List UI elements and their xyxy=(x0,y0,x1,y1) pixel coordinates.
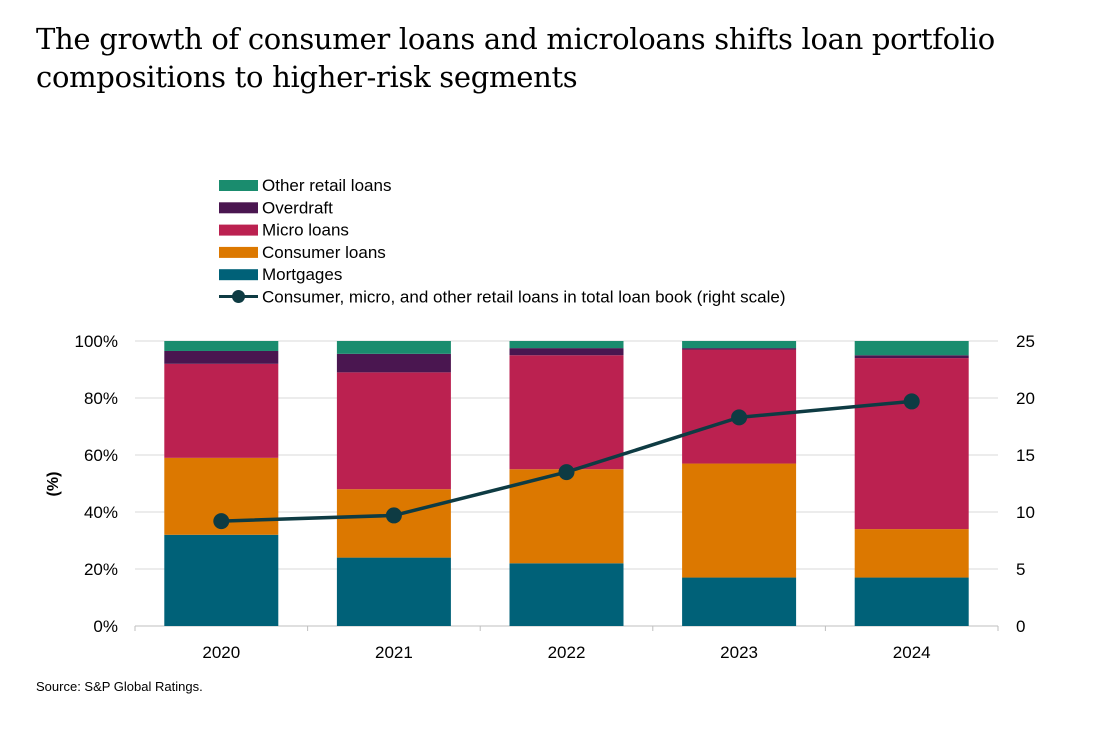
line-point xyxy=(213,513,230,530)
y2-tick-label: 0 xyxy=(1016,617,1025,636)
bar-segment-overdraft xyxy=(164,350,279,364)
bar-segment-consumer-loans xyxy=(509,469,624,564)
bar-segment-mortgages xyxy=(854,577,969,626)
y-tick-label: 0% xyxy=(93,617,118,636)
y2-tick-label: 10 xyxy=(1016,503,1035,522)
y-tick-label: 20% xyxy=(84,560,118,579)
x-tick-label: 2024 xyxy=(893,643,931,662)
bar-segment-overdraft xyxy=(682,348,797,350)
bar-segment-other-retail-loans xyxy=(509,341,624,349)
line-point xyxy=(903,393,920,410)
bar-segment-other-retail-loans xyxy=(336,341,451,354)
bar-segment-other-retail-loans xyxy=(164,341,279,351)
y-axis-label: (%) xyxy=(45,472,62,497)
x-tick-label: 2020 xyxy=(202,643,240,662)
chart-title: The growth of consumer loans and microlo… xyxy=(36,22,995,94)
line-point xyxy=(385,507,402,524)
legend-label: Other retail loans xyxy=(262,176,391,195)
line-point xyxy=(558,464,575,481)
legend-label: Micro loans xyxy=(262,221,349,240)
legend-label: Mortgages xyxy=(262,265,342,284)
x-tick-label: 2022 xyxy=(548,643,586,662)
bar-segment-micro-loans xyxy=(854,358,969,530)
bar-segment-mortgages xyxy=(164,534,279,626)
bars xyxy=(164,341,969,626)
bar-segment-consumer-loans xyxy=(854,529,969,578)
bar-segment-mortgages xyxy=(509,563,624,626)
legend-swatch xyxy=(219,202,258,214)
legend: Other retail loans Overdraft Micro loans Co… xyxy=(219,176,785,307)
bar-segment-other-retail-loans xyxy=(854,341,969,356)
bar-segment-micro-loans xyxy=(682,349,797,464)
bar-segment-other-retail-loans xyxy=(682,341,797,349)
legend-label: Consumer loans xyxy=(262,243,386,262)
axes: 0% 20% 40% 60% 80% 100% 0 5 10 15 20 25 2020 2021 2022… xyxy=(75,332,1035,662)
legend-label: Consumer, micro, and other retail loans … xyxy=(262,288,785,307)
bar-segment-micro-loans xyxy=(164,363,279,458)
bar-segment-overdraft xyxy=(509,348,624,356)
bar-segment-micro-loans xyxy=(336,372,451,490)
y-tick-label: 100% xyxy=(75,332,118,351)
y2-tick-label: 25 xyxy=(1016,332,1035,351)
y-tick-label: 40% xyxy=(84,503,118,522)
y2-tick-label: 5 xyxy=(1016,560,1025,579)
bar-segment-mortgages xyxy=(682,577,797,626)
source-note: Source: S&P Global Ratings. xyxy=(36,679,203,694)
legend-swatch xyxy=(219,180,258,191)
x-tick-label: 2023 xyxy=(720,643,758,662)
legend-swatch xyxy=(219,246,258,258)
bar-segment-micro-loans xyxy=(509,355,624,470)
bar-segment-overdraft xyxy=(336,353,451,373)
y-tick-label: 80% xyxy=(84,389,118,408)
legend-swatch xyxy=(219,269,258,281)
bar-segment-consumer-loans xyxy=(682,463,797,578)
y2-tick-label: 15 xyxy=(1016,446,1035,465)
bar-segment-overdraft xyxy=(854,355,969,359)
x-tick-label: 2021 xyxy=(375,643,413,662)
line-series xyxy=(213,393,920,530)
y2-tick-label: 20 xyxy=(1016,389,1035,408)
legend-swatch xyxy=(219,224,258,236)
line-point xyxy=(731,409,748,426)
legend-line-marker xyxy=(232,290,245,303)
legend-label: Overdraft xyxy=(262,198,333,217)
bar-segment-mortgages xyxy=(336,557,451,626)
y-tick-label: 60% xyxy=(84,446,118,465)
